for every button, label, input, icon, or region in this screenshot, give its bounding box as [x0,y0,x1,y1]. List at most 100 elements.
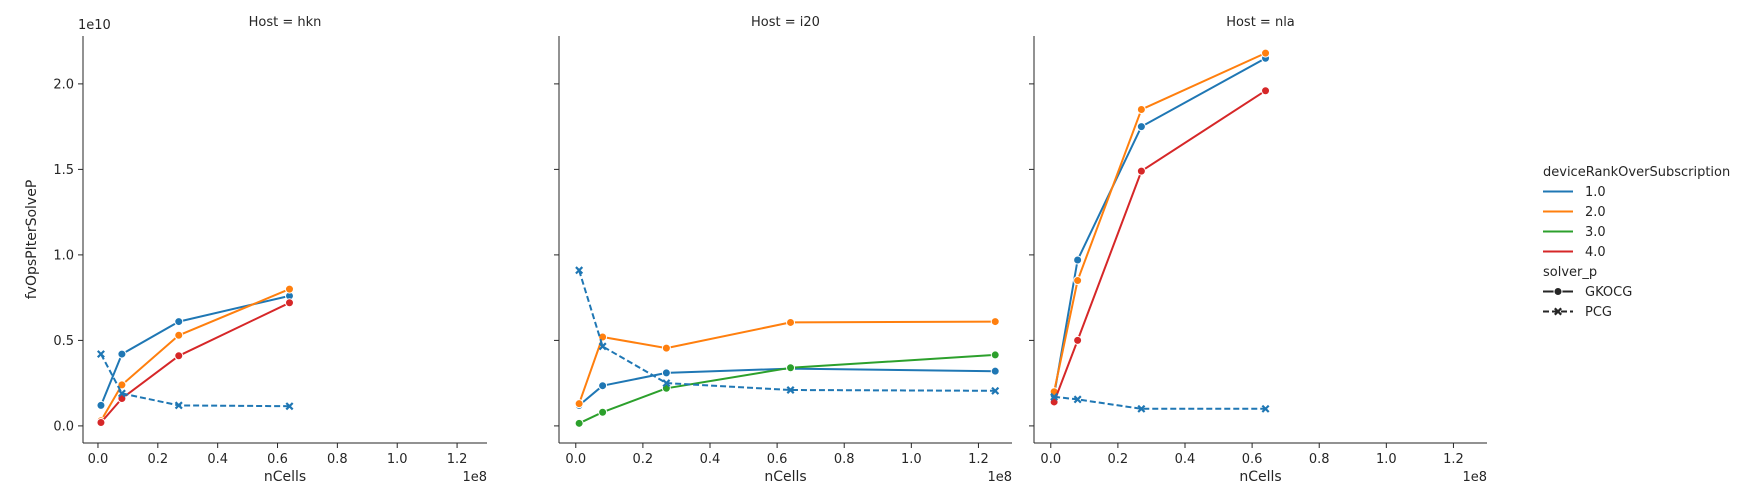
x-offset-text: 1e8 [462,470,487,485]
x-tick-label: 1.2 [447,452,468,467]
data-point [1261,404,1270,413]
x-tick-label: 0.6 [267,452,288,467]
series-1.0-GKOCG [96,291,294,410]
data-point [1073,395,1082,404]
x-axis-label: nCells [764,469,806,485]
series-2.0-GKOCG [574,317,1000,409]
data-point [174,317,184,327]
legend-label: 2.0 [1585,205,1606,220]
x-tick-label: 1.0 [387,452,408,467]
x-tick-label: 0.4 [700,452,721,467]
x-tick-label: 1.0 [901,452,922,467]
facet-panels: Host = hkn 0.0 0.2 0.4 0.6 0.8 1.0 1.2 nCells 1e8… [24,15,1487,485]
legend-marker [1553,287,1563,296]
data-point [661,343,671,353]
x-tick-label: 0.6 [767,452,788,467]
y-tick-label: 2.0 [53,77,74,92]
series-line [100,353,290,408]
series-line [578,270,996,392]
x-tick-label: 1.2 [968,452,989,467]
data-point [990,366,1000,376]
y-offset-text: 1e10 [78,18,111,33]
data-point [574,418,584,428]
data-point [661,368,671,378]
y-tick-label: 1.5 [53,163,74,178]
series-1.0-PCG [96,350,294,411]
data-point [96,400,106,410]
legend-style-title: solver_p [1543,265,1597,280]
x-tick-label: 0.4 [1175,452,1196,467]
x-tick-label: 1.2 [1443,452,1464,467]
data-point [1136,105,1146,115]
x-tick-label: 1.0 [1376,452,1397,467]
data-point [1073,255,1083,265]
data-point [174,351,184,361]
data-point [117,389,126,398]
data-point [1136,122,1146,132]
x-tick-label: 0.8 [327,452,348,467]
data-point [575,266,584,275]
x-axis-label: nCells [264,469,306,485]
series-line [100,294,290,406]
data-point [1136,166,1146,176]
x-tick-label: 0.0 [88,452,109,467]
x-tick-label: 0.4 [207,452,228,467]
data-point [786,363,796,373]
series-3.0-GKOCG [574,350,1000,428]
facet-2: Host = nla 0.0 0.2 0.4 0.6 0.8 1.0 1.2 nCells 1e8 [1029,15,1487,485]
facet-1: Host = i20 0.0 0.2 0.4 0.6 0.8 1.0 1.2 nCells 1e8 [554,15,1012,485]
legend-hue-title: deviceRankOverSubscription [1543,165,1730,180]
series-1.0-PCG [1050,392,1270,413]
facet-title: Host = nla [1226,15,1295,30]
series-1.0-GKOCG [1049,53,1271,400]
data-point [1137,404,1146,413]
x-offset-text: 1e8 [987,470,1012,485]
legend-label: 3.0 [1585,225,1606,240]
data-point [174,401,183,410]
data-point [598,381,608,391]
data-point [1261,86,1271,96]
facet-0: Host = hkn 0.0 0.2 0.4 0.6 0.8 1.0 1.2 nCells 1e8… [24,15,487,485]
data-point [991,386,1000,395]
series-1.0-PCG [575,266,1000,395]
data-point [1073,276,1083,286]
data-point [96,350,105,359]
data-point [117,380,127,390]
y-tick-label: 0.0 [53,419,74,434]
legend-marker [1554,307,1562,316]
series-line [100,288,290,422]
y-tick-label: 0.5 [53,334,74,349]
series-line [1053,57,1266,396]
data-point [1050,392,1059,401]
data-point [990,350,1000,360]
data-point [662,379,671,388]
x-tick-label: 0.2 [1108,452,1129,467]
x-tick-label: 0.0 [565,452,586,467]
x-tick-label: 0.6 [1242,452,1263,467]
data-point [285,402,294,411]
series-line [1053,395,1266,410]
series-line [100,301,290,424]
series-4.0-GKOCG [96,298,294,427]
facet-title: Host = hkn [249,15,322,30]
legend-label: 1.0 [1585,185,1606,200]
data-point [117,349,127,359]
series-2.0-GKOCG [1049,48,1271,397]
data-point [284,298,294,308]
x-tick-label: 0.2 [147,452,168,467]
x-axis-label: nCells [1239,469,1281,485]
legend-label: GKOCG [1585,285,1632,300]
data-point [574,399,584,409]
x-tick-label: 0.8 [834,452,855,467]
series-line [1053,89,1267,403]
data-point [174,330,184,340]
legend: deviceRankOverSubscription 1.0 2.0 3.0 4.0 so… [1543,165,1730,320]
x-offset-text: 1e8 [1462,470,1487,485]
y-axis-label: fvOpsPIterSolveP [24,180,40,300]
series-line [1053,52,1266,392]
data-point [598,342,607,351]
x-tick-label: 0.2 [633,452,654,467]
x-tick-label: 0.8 [1309,452,1330,467]
data-point [1073,335,1083,345]
